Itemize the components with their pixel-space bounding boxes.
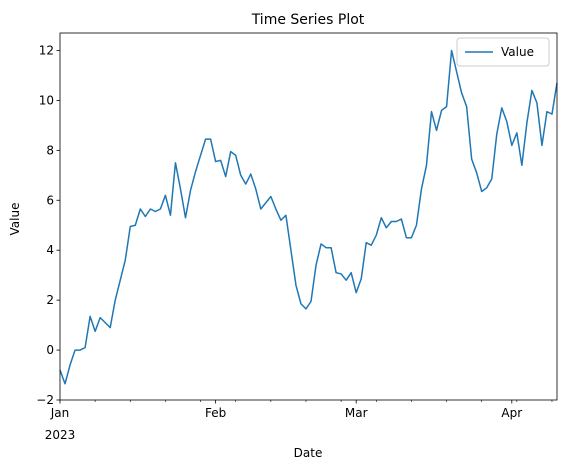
legend-label: Value bbox=[501, 45, 534, 59]
series-line-0 bbox=[59, 49, 558, 385]
y-axis-label: Value bbox=[8, 203, 22, 236]
legend-box bbox=[456, 37, 550, 67]
x-tick-label: Jan bbox=[50, 406, 70, 420]
x-tick-label: Mar bbox=[345, 406, 368, 420]
plot-frame bbox=[59, 32, 558, 401]
x-tick-label: Feb bbox=[205, 406, 226, 420]
y-tick-label: 2 bbox=[46, 293, 54, 307]
y-tick-label: 12 bbox=[39, 43, 54, 57]
x-tick-label: Apr bbox=[501, 406, 522, 420]
y-tick-label: −2 bbox=[36, 393, 54, 407]
y-tick-label: 0 bbox=[46, 343, 54, 357]
y-tick-label: 4 bbox=[46, 243, 54, 257]
x-axis-label: Date bbox=[294, 446, 323, 460]
y-tick-label: 8 bbox=[46, 143, 54, 157]
x-tick-sublabel: 2023 bbox=[45, 428, 76, 442]
y-tick-label: 10 bbox=[39, 93, 54, 107]
y-tick-label: 6 bbox=[46, 193, 54, 207]
chart-title: Time Series Plot bbox=[251, 12, 365, 28]
